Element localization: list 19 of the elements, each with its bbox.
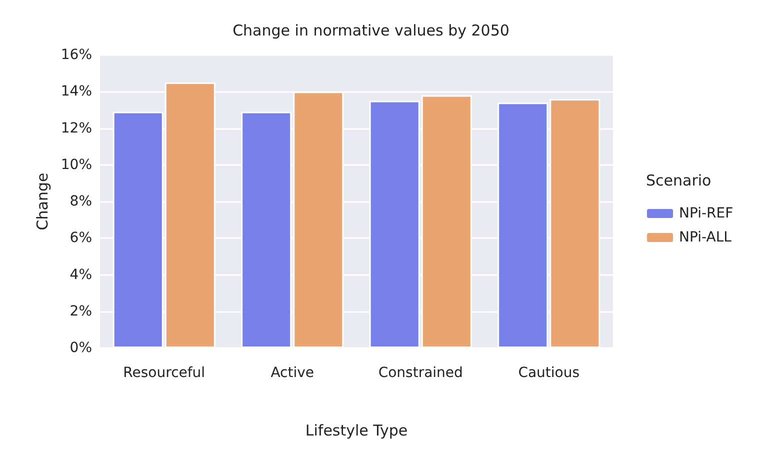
y-tick-label: 2% xyxy=(70,303,92,320)
y-tick-label: 4% xyxy=(70,266,92,283)
y-tick-label: 14% xyxy=(60,84,92,100)
legend-label: NPi-REF xyxy=(679,206,734,222)
x-tick-label: Resourceful xyxy=(123,365,206,381)
legend-label: NPi-ALL xyxy=(679,230,732,246)
x-axis-title: Lifestyle Type xyxy=(305,422,408,440)
legend-title: Scenario xyxy=(646,172,712,190)
y-tick-label: 12% xyxy=(60,120,92,136)
y-axis-title: Change xyxy=(33,172,52,230)
y-tick-label: 6% xyxy=(70,230,92,246)
x-tick-label: Active xyxy=(270,365,314,381)
y-tick-label: 16% xyxy=(60,47,92,63)
x-tick-label: Constrained xyxy=(378,365,463,381)
chart-title: Change in normative values by 2050 xyxy=(232,22,510,40)
y-tick-label: 10% xyxy=(60,156,92,173)
y-tick-label: 8% xyxy=(70,194,92,210)
x-tick-label: Cautious xyxy=(518,365,580,381)
y-tick-label: 0% xyxy=(70,340,92,356)
